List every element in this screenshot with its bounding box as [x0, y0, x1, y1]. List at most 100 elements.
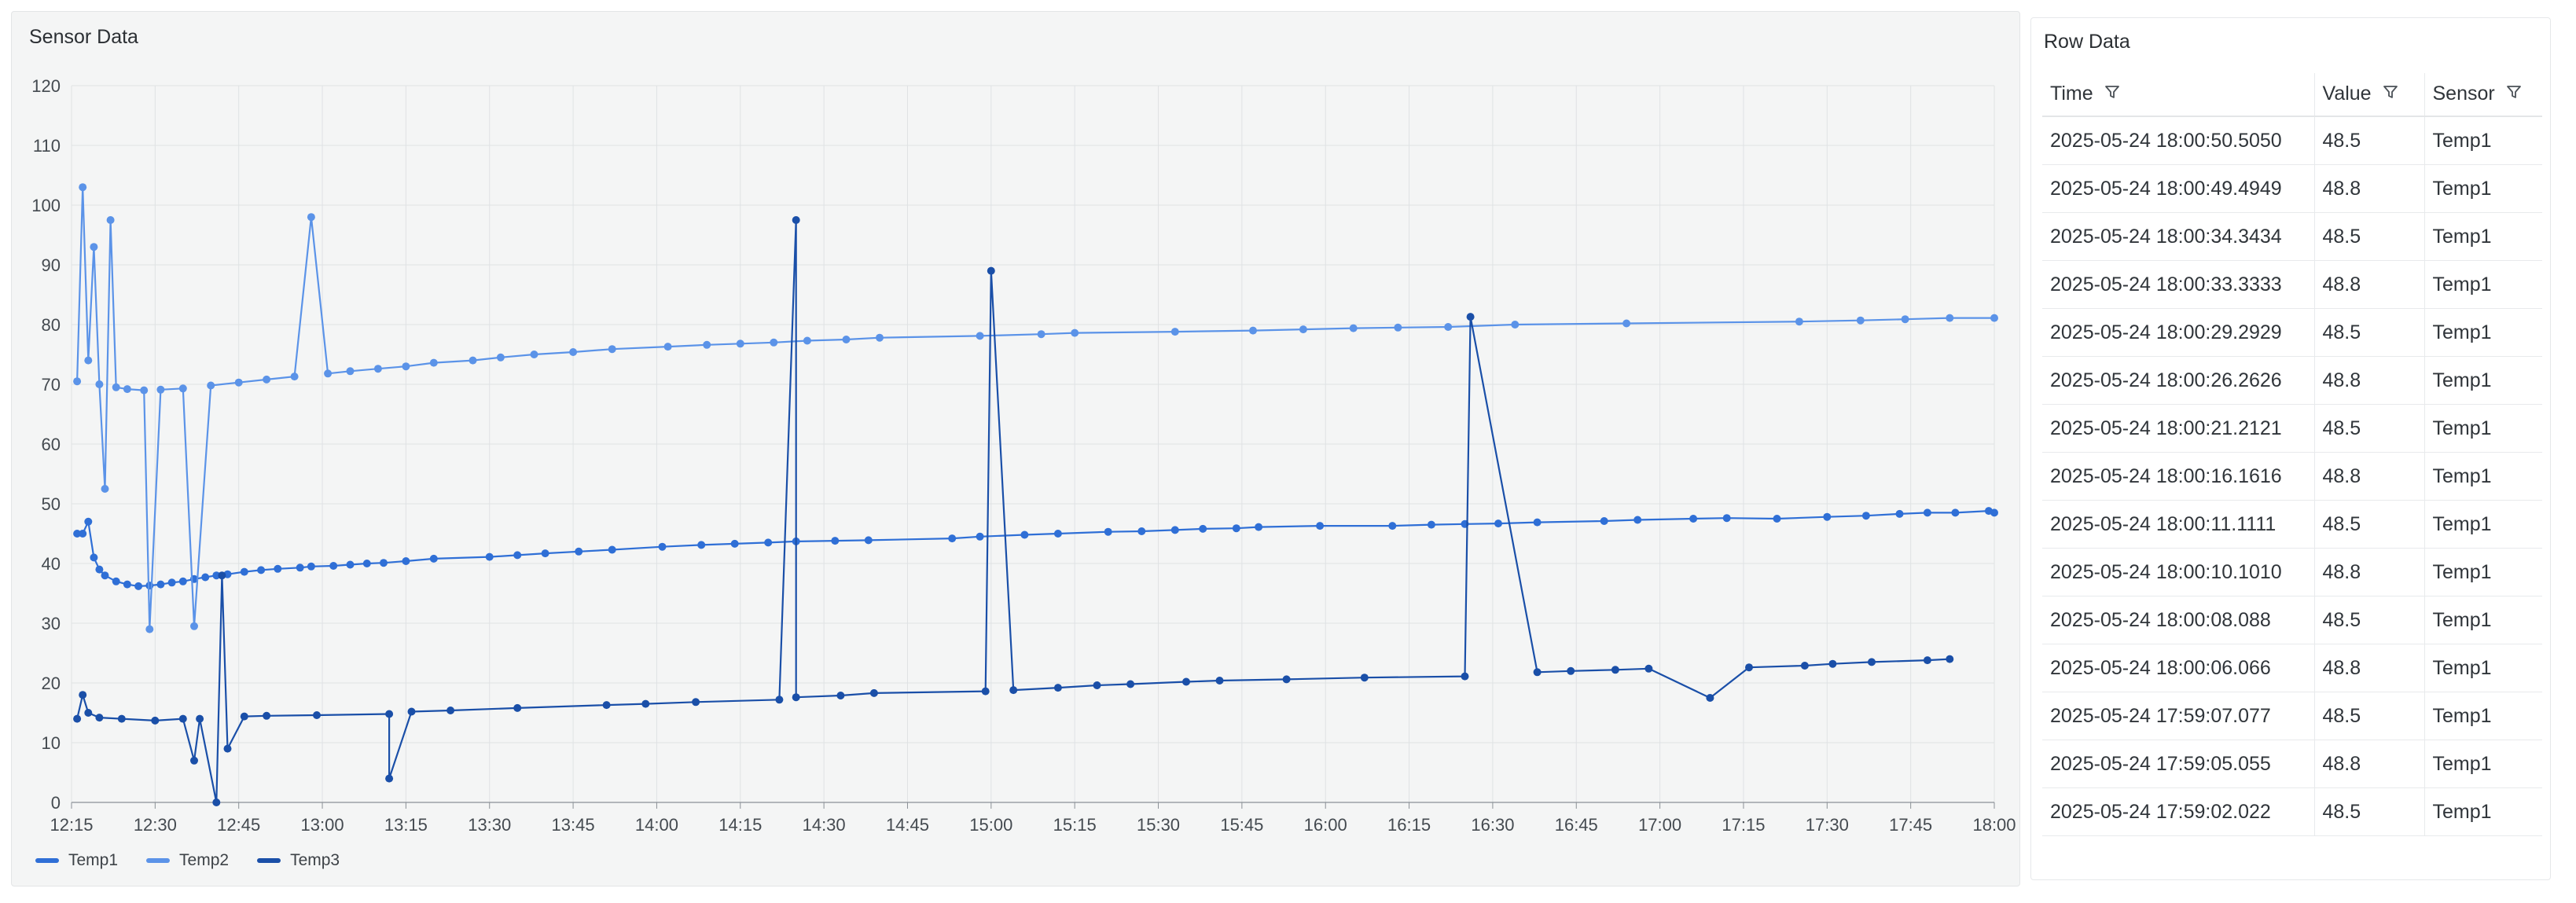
legend-item-temp1[interactable]: Temp1: [35, 851, 118, 870]
data-point-temp1: [1773, 515, 1781, 523]
table-row[interactable]: 2025-05-24 18:00:11.1111 48.5 Temp1: [2042, 500, 2542, 549]
data-point-temp1: [1388, 522, 1397, 530]
y-tick-label: 70: [42, 375, 61, 395]
filter-icon[interactable]: [2104, 83, 2121, 106]
data-point-temp1: [948, 534, 957, 543]
cell-sensor: Temp1: [2424, 260, 2542, 309]
data-point-temp3: [223, 744, 232, 753]
data-point-temp3: [79, 691, 87, 699]
legend-item-temp2[interactable]: Temp2: [146, 851, 229, 870]
data-point-temp3: [1053, 684, 1062, 692]
data-point-temp2: [1170, 328, 1179, 336]
cell-time: 2025-05-24 18:00:33.3333: [2042, 260, 2315, 309]
y-tick-label: 80: [42, 315, 61, 335]
data-point-temp1: [201, 573, 210, 582]
cell-time: 2025-05-24 18:00:50.5050: [2042, 116, 2315, 165]
data-point-temp3: [1182, 677, 1190, 686]
data-point-temp2: [140, 386, 149, 395]
data-point-temp2: [608, 345, 616, 354]
data-point-temp3: [385, 710, 394, 718]
table-row[interactable]: 2025-05-24 18:00:50.5050 48.5 Temp1: [2042, 116, 2542, 165]
cell-sensor: Temp1: [2424, 404, 2542, 453]
x-tick-label: 15:30: [1137, 815, 1180, 835]
data-point-temp3: [151, 716, 160, 725]
data-point-temp3: [1923, 656, 1931, 665]
legend-item-temp3[interactable]: Temp3: [257, 851, 340, 870]
data-point-temp1: [178, 577, 187, 585]
x-tick-label: 16:45: [1555, 815, 1598, 835]
data-point-temp3: [1215, 677, 1224, 685]
data-point-temp3: [1828, 659, 1837, 668]
table-row[interactable]: 2025-05-24 18:00:16.1616 48.8 Temp1: [2042, 452, 2542, 501]
data-point-temp2: [190, 622, 198, 630]
y-tick-label: 20: [42, 674, 61, 693]
cell-value: 48.8: [2314, 548, 2425, 596]
table-row[interactable]: 2025-05-24 18:00:49.4949 48.8 Temp1: [2042, 164, 2542, 213]
data-point-temp1: [167, 578, 176, 587]
data-point-temp2: [1856, 316, 1865, 325]
filter-icon[interactable]: [2505, 83, 2523, 106]
x-tick-label: 14:00: [635, 815, 678, 835]
cell-time: 2025-05-24 18:00:16.1616: [2042, 452, 2315, 501]
table-row[interactable]: 2025-05-24 18:00:26.2626 48.8 Temp1: [2042, 356, 2542, 405]
data-point-temp1: [831, 537, 840, 545]
column-header-time[interactable]: Time: [2042, 73, 2315, 117]
data-point-temp3: [792, 216, 800, 224]
table-row[interactable]: 2025-05-24 18:00:33.3333 48.8 Temp1: [2042, 260, 2542, 309]
table-row[interactable]: 2025-05-24 17:59:05.055 48.8 Temp1: [2042, 740, 2542, 788]
x-tick-label: 17:30: [1806, 815, 1849, 835]
data-point-temp2: [1299, 325, 1307, 334]
table-row[interactable]: 2025-05-24 18:00:29.2929 48.5 Temp1: [2042, 308, 2542, 357]
table-row[interactable]: 2025-05-24 18:00:08.088 48.5 Temp1: [2042, 596, 2542, 644]
data-point-temp1: [1316, 522, 1325, 530]
table-row[interactable]: 2025-05-24 17:59:07.077 48.5 Temp1: [2042, 692, 2542, 740]
table-body: 2025-05-24 18:00:50.5050 48.5 Temp1 2025-05…: [2042, 116, 2542, 836]
filter-icon[interactable]: [2382, 83, 2399, 106]
table-row[interactable]: 2025-05-24 18:00:34.3434 48.5 Temp1: [2042, 212, 2542, 261]
data-point-temp2: [373, 365, 382, 373]
table-row[interactable]: 2025-05-24 18:00:06.066 48.8 Temp1: [2042, 644, 2542, 692]
data-point-temp2: [496, 353, 505, 362]
cell-time: 2025-05-24 18:00:08.088: [2042, 596, 2315, 644]
data-point-temp2: [90, 243, 98, 251]
row-data-table: Time Value Sensor: [2042, 73, 2542, 836]
cell-value: 48.5: [2314, 787, 2425, 836]
cell-time: 2025-05-24 18:00:29.2929: [2042, 308, 2315, 357]
data-point-temp1: [274, 564, 282, 573]
cell-sensor: Temp1: [2424, 692, 2542, 740]
data-point-temp2: [84, 356, 93, 365]
data-point-temp2: [663, 343, 672, 351]
data-point-temp2: [803, 336, 811, 345]
x-tick-label: 14:15: [718, 815, 762, 835]
table-row[interactable]: 2025-05-24 17:59:02.022 48.5 Temp1: [2042, 787, 2542, 836]
data-point-temp2: [842, 336, 851, 343]
cell-value: 48.8: [2314, 164, 2425, 213]
data-point-temp1: [1633, 516, 1642, 524]
data-point-temp1: [1895, 509, 1904, 518]
cell-time: 2025-05-24 18:00:49.4949: [2042, 164, 2315, 213]
cell-sensor: Temp1: [2424, 308, 2542, 357]
legend-label-temp1: Temp1: [68, 851, 119, 869]
cell-value: 48.5: [2314, 212, 2425, 261]
data-point-temp1: [307, 562, 315, 571]
x-tick-label: 12:45: [217, 815, 260, 835]
cell-sensor: Temp1: [2424, 787, 2542, 836]
legend-label-temp2: Temp2: [179, 851, 230, 869]
data-point-temp2: [234, 378, 243, 387]
data-point-temp1: [380, 559, 388, 567]
row-data-panel: Row Data Time Value: [2030, 17, 2551, 880]
table-title: Row Data: [2044, 31, 2130, 53]
x-tick-label: 12:15: [50, 815, 93, 835]
data-point-temp1: [240, 567, 248, 576]
data-point-temp1: [1533, 518, 1542, 527]
column-header-sensor[interactable]: Sensor: [2424, 73, 2542, 117]
table-row[interactable]: 2025-05-24 18:00:10.1010 48.8 Temp1: [2042, 548, 2542, 596]
data-point-temp1: [346, 560, 355, 569]
sensor-line-chart[interactable]: 0 10 20 30 40 50 60 70 80 90 100 110 120 12:15 12:30 12…: [12, 12, 2019, 886]
data-point-temp3: [1745, 663, 1753, 672]
data-point-temp1: [101, 571, 109, 580]
data-point-temp1: [329, 562, 338, 570]
table-row[interactable]: 2025-05-24 18:00:21.2121 48.5 Temp1: [2042, 404, 2542, 453]
column-header-value[interactable]: Value: [2314, 73, 2425, 117]
